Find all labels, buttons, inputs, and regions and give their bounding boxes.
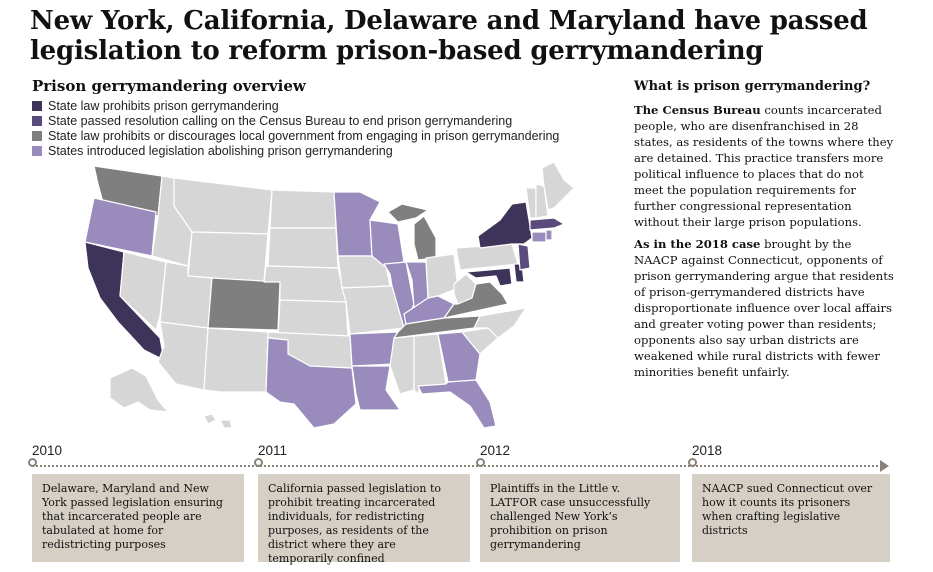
timeline-dot-icon <box>28 458 37 467</box>
state-new-hampshire <box>535 183 549 219</box>
state-kansas <box>277 299 349 337</box>
state-nevada <box>119 251 167 331</box>
sidebar-paragraph-2: As in the 2018 case brought by the NAACP… <box>634 236 896 380</box>
state-maryland <box>465 267 513 287</box>
state-south-dakota <box>267 227 339 269</box>
sidebar-p2-body: brought by the NAACP against Connecticut… <box>634 237 894 379</box>
legend-item-prohibits: State law prohibits prison gerrymanderin… <box>32 98 559 113</box>
state-texas <box>265 337 357 429</box>
state-wyoming <box>187 231 269 283</box>
timeline-box-2010: Delaware, Maryland and New York passed l… <box>32 474 244 562</box>
legend-item-introduced: States introduced legislation abolishing… <box>32 143 559 158</box>
timeline-box-2012: Plaintiffs in the Little v. LATFOR case … <box>480 474 680 562</box>
sidebar-p1-body: counts incarcerated people, who are dise… <box>634 103 894 229</box>
state-maine <box>541 161 575 211</box>
map-legend: State law prohibits prison gerrymanderin… <box>32 98 559 158</box>
sidebar-p1-lead: The Census Bureau <box>634 103 761 117</box>
state-missouri <box>341 285 405 335</box>
legend-swatch-local-gov <box>32 130 42 141</box>
timeline-box-2018: NAACP sued Connecticut over how it count… <box>692 474 890 562</box>
us-map <box>84 161 575 429</box>
timeline-year: 2010 <box>32 443 63 458</box>
headline: New York, California, Delaware and Maryl… <box>30 6 868 66</box>
sidebar-title: What is prison gerrymandering? <box>634 79 871 94</box>
state-ohio <box>425 253 459 299</box>
map-heading: Prison gerrymandering overview <box>32 77 306 95</box>
legend-label-resolution: State passed resolution calling on the C… <box>48 113 513 128</box>
timeline-year: 2018 <box>692 443 723 458</box>
state-new-york <box>477 201 533 249</box>
timeline-line <box>32 465 882 467</box>
state-mississippi <box>389 335 415 395</box>
legend-label-local-gov: State law prohibits or discourages local… <box>48 128 560 143</box>
state-north-dakota <box>269 189 337 229</box>
state-montana <box>173 177 273 235</box>
timeline-box-2011: California passed legislation to prohibi… <box>258 474 470 565</box>
legend-swatch-introduced <box>32 145 42 156</box>
state-arizona <box>157 321 209 391</box>
state-virginia <box>443 281 509 319</box>
legend-item-local-gov: State law prohibits or discourages local… <box>32 128 559 143</box>
timeline-dot-icon <box>254 458 263 467</box>
state-michigan <box>413 215 437 261</box>
legend-swatch-prohibits <box>32 100 42 111</box>
state-wisconsin <box>369 219 405 267</box>
sidebar-p2-lead: As in the 2018 case <box>634 237 761 251</box>
state-colorado <box>207 277 281 331</box>
legend-label-introduced: States introduced legislation abolishing… <box>48 143 393 158</box>
state-connecticut <box>531 231 547 243</box>
legend-item-resolution: State passed resolution calling on the C… <box>32 113 559 128</box>
timeline-dot-icon <box>476 458 485 467</box>
timeline-year: 2012 <box>480 443 511 458</box>
state-rhode-island <box>545 229 553 241</box>
state-hawaii <box>203 413 233 429</box>
legend-swatch-resolution <box>32 115 42 126</box>
state-new-jersey <box>517 243 531 271</box>
state-north-carolina <box>473 307 527 339</box>
sidebar: What is prison gerrymandering? The Censu… <box>634 79 896 386</box>
state-alaska <box>109 367 169 413</box>
timeline-year: 2011 <box>258 443 288 458</box>
state-michigan-upper <box>387 203 429 223</box>
state-new-mexico <box>203 327 269 393</box>
state-georgia <box>437 331 481 383</box>
state-florida <box>417 379 497 429</box>
sidebar-paragraph-1: The Census Bureau counts incarcerated pe… <box>634 102 896 230</box>
timeline-dot-icon <box>688 458 697 467</box>
state-pennsylvania <box>455 243 519 271</box>
timeline-arrow-icon <box>880 460 889 472</box>
legend-label-prohibits: State law prohibits prison gerrymanderin… <box>48 98 279 113</box>
state-massachusetts <box>529 217 565 231</box>
